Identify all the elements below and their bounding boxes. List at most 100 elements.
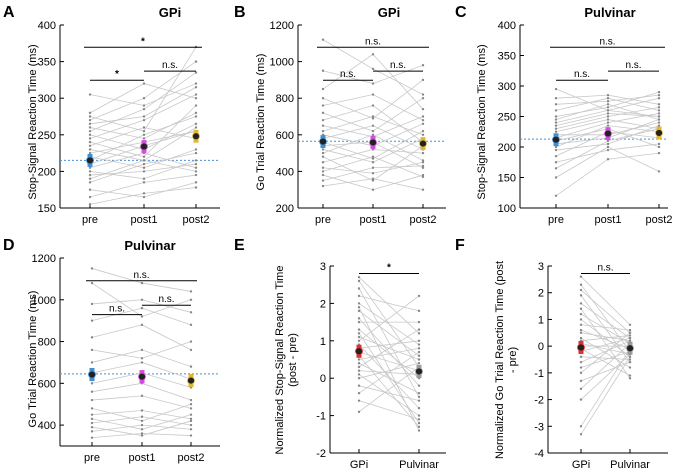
subject-point (554, 109, 558, 112)
subject-line (580, 361, 631, 382)
subject-point (189, 417, 193, 421)
subject-point (417, 294, 421, 298)
subject-point (579, 371, 583, 375)
subject-line (580, 335, 631, 342)
subject-point (194, 186, 198, 189)
subject-point (194, 126, 198, 129)
y-tick-label: 1000 (32, 295, 56, 307)
y-axis-label: Stop-Signal Reaction Time (ms) (27, 44, 39, 199)
subject-point (554, 145, 558, 149)
subject-point (417, 309, 421, 313)
subject-point (628, 355, 632, 359)
subject-point (194, 166, 198, 169)
subject-point (371, 82, 375, 85)
subject-point (142, 181, 146, 184)
subject-line (580, 313, 631, 344)
subject-point (417, 362, 421, 365)
subject-point (421, 122, 425, 126)
panel-letter: E (234, 237, 245, 254)
subject-point (657, 103, 661, 106)
mean-point (192, 132, 200, 141)
subject-point (321, 104, 325, 107)
y-tick-label: 150 (498, 173, 516, 185)
subject-point (417, 384, 421, 387)
subject-point (579, 360, 583, 364)
subject-point (189, 398, 193, 402)
subject-point (88, 151, 92, 155)
panel-e: E Normalized Stop-Signal Reaction Time (… (234, 237, 299, 454)
subject-point (371, 93, 375, 96)
subject-point (371, 104, 375, 107)
subject-point (90, 436, 94, 439)
subject-line (580, 340, 631, 363)
subject-point (579, 336, 583, 340)
subject-point (554, 130, 558, 133)
significance-label: n.s. (109, 304, 125, 315)
subject-line (580, 324, 631, 331)
y-tick-label: 3 (320, 261, 326, 273)
mean-point (577, 343, 585, 352)
subject-point (357, 287, 361, 290)
subject-line (358, 351, 420, 394)
plot-area-b: 200 400 600 800 1000 1200 pre post1 post2 n.s. n.s… (270, 20, 446, 226)
subject-point (554, 115, 558, 118)
significance-label: n.s. (158, 294, 174, 305)
subject-point (417, 414, 421, 417)
plot-area-f: -4 -3 -2 -1 0 1 2 3 GPi Pulvinar n.s. (534, 261, 668, 471)
subject-point (579, 275, 583, 278)
subject-point (194, 173, 198, 177)
mean-point (88, 370, 96, 379)
subject-point (579, 283, 583, 286)
subject-point (628, 360, 632, 364)
y-tick-label: -1 (316, 411, 326, 423)
subject-point (88, 133, 92, 136)
subject-point (421, 164, 425, 168)
subject-point (88, 148, 92, 151)
subject-point (142, 137, 146, 140)
subject-point (421, 93, 425, 96)
subject-point (657, 115, 661, 118)
subject-point (579, 355, 583, 359)
subject-line (580, 329, 631, 350)
subject-line (358, 295, 420, 312)
subject-point (417, 425, 421, 429)
significance-label: n.s. (599, 36, 615, 47)
subject-point (357, 377, 361, 380)
subject-point (554, 167, 558, 170)
subject-line (89, 46, 197, 132)
subject-point (421, 115, 425, 118)
subject-point (194, 71, 198, 74)
subject-point (90, 348, 94, 352)
subject-line (580, 276, 631, 326)
subject-line (91, 395, 192, 409)
subject-point (657, 145, 661, 149)
y-tick-label: 800 (38, 337, 56, 349)
subject-point (606, 118, 610, 121)
subject-line (322, 53, 424, 110)
subject-point (421, 64, 425, 67)
y-tick-label: -1 (534, 368, 544, 380)
subject-line (89, 181, 197, 198)
subject-point (142, 97, 146, 100)
subject-point (371, 115, 375, 118)
significance-label: n.s. (365, 36, 381, 47)
subject-point (88, 166, 92, 169)
y-tick-label: 400 (498, 20, 516, 32)
subject-point (90, 390, 94, 393)
subject-point (371, 117, 375, 120)
subject-point (142, 159, 146, 162)
subject-line (580, 332, 631, 374)
subject-point (579, 331, 583, 334)
mean-point (140, 142, 148, 151)
y-tick-label: 1 (538, 314, 544, 326)
subject-point (606, 148, 610, 152)
subject-point (90, 281, 94, 285)
subject-point (421, 129, 425, 133)
subject-point (194, 170, 198, 173)
subject-point (88, 129, 92, 133)
subject-point (606, 142, 610, 146)
subject-point (140, 323, 144, 327)
x-tick-label: post2 (646, 214, 673, 226)
subject-point (321, 124, 325, 127)
subject-point (88, 93, 92, 96)
